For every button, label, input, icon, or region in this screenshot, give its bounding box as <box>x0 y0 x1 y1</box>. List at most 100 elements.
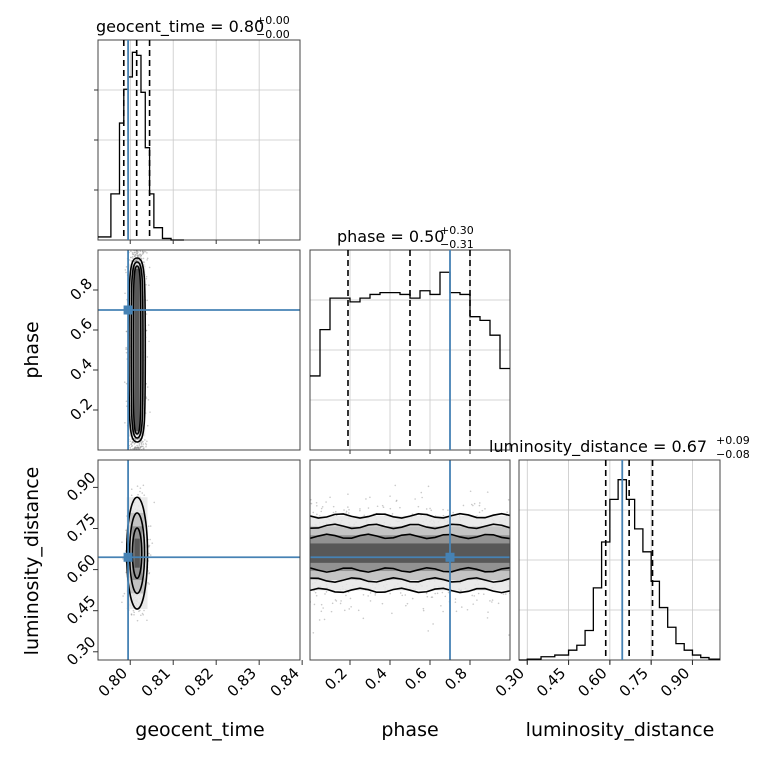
scatter-point <box>131 441 133 444</box>
scatter-point <box>129 446 131 449</box>
scatter-point <box>146 252 148 254</box>
scatter-point <box>133 260 136 263</box>
title-geocent-time-minus: −0.00 <box>256 28 290 41</box>
scatter-point <box>142 484 145 487</box>
scatter-point <box>140 443 143 445</box>
histogram-phase <box>310 271 510 377</box>
scatter-point <box>469 490 472 493</box>
title-luminosity-distance-minus: −0.08 <box>716 448 750 461</box>
scatter-point <box>124 292 126 295</box>
scatter-point <box>143 250 145 253</box>
scatter-point <box>427 630 430 632</box>
joint-panel-geocent-time-phase <box>97 249 301 451</box>
scatter-point <box>141 612 144 615</box>
scatter-point <box>125 346 127 349</box>
scatter-point <box>329 496 331 499</box>
scatter-point <box>133 611 135 614</box>
scatter-point <box>315 501 318 504</box>
scatter-point <box>334 510 337 513</box>
scatter-point <box>478 504 481 507</box>
scatter-point <box>139 253 142 256</box>
scatter-point <box>473 595 476 597</box>
ylabel-luminosity-distance: luminosity_distance <box>21 467 43 656</box>
contour-0 <box>310 512 510 594</box>
title-phase: phase = 0.50 <box>337 227 444 246</box>
scatter-point <box>134 446 137 448</box>
scatter-point <box>484 508 486 510</box>
scatter-point <box>395 499 398 502</box>
scatter-point <box>347 493 349 495</box>
scatter-point <box>350 605 352 608</box>
scatter-point <box>130 443 133 445</box>
scatter-point <box>389 507 392 510</box>
scatter-point <box>151 542 154 544</box>
scatter-point <box>139 487 142 489</box>
contour-1 <box>310 523 510 583</box>
scatter-point <box>132 447 134 450</box>
scatter-point <box>130 614 133 616</box>
scatter-point <box>138 253 141 256</box>
truth-marker <box>123 305 133 315</box>
scatter-point <box>406 602 409 605</box>
scatter-point <box>137 255 139 257</box>
scatter-point <box>142 445 144 448</box>
scatter-point <box>139 447 141 450</box>
scatter-point <box>131 440 134 443</box>
scatter-point <box>399 506 401 509</box>
scatter-point <box>135 448 138 450</box>
scatter-point <box>452 511 454 514</box>
scatter-point <box>478 511 481 514</box>
scatter-point <box>315 504 318 507</box>
scatter-point <box>441 591 444 594</box>
scatter-point <box>129 440 132 443</box>
scatter-point <box>369 592 372 594</box>
scatter-point <box>139 437 141 439</box>
scatter-point <box>141 253 144 255</box>
scatter-point <box>325 501 327 503</box>
scatter-point <box>130 488 133 490</box>
scatter-point <box>137 446 139 449</box>
scatter-point <box>362 594 365 596</box>
scatter-point <box>142 251 145 254</box>
scatter-point <box>134 254 137 256</box>
scatter-point <box>148 340 150 343</box>
scatter-point <box>507 499 510 501</box>
scatter-point <box>147 581 149 584</box>
scatter-point <box>486 617 489 619</box>
scatter-point <box>137 251 139 254</box>
scatter-point <box>133 255 136 257</box>
scatter-point <box>137 446 139 449</box>
scatter-point <box>430 596 433 598</box>
scatter-point <box>365 498 367 500</box>
scatter-point <box>394 484 397 487</box>
scatter-point <box>142 447 145 450</box>
scatter-point <box>146 440 148 443</box>
scatter-point <box>404 594 407 596</box>
scatter-point <box>422 607 425 610</box>
scatter-point <box>140 445 143 448</box>
scatter-point <box>422 609 425 612</box>
scatter-point <box>427 485 430 488</box>
scatter-point <box>130 494 133 497</box>
ylabel-phase: phase <box>21 321 43 378</box>
scatter-point <box>143 261 146 263</box>
scatter-point <box>140 442 143 444</box>
scatter-point <box>359 508 361 510</box>
scatter-point <box>131 253 134 255</box>
scatter-point <box>391 513 394 515</box>
scatter-point <box>136 485 139 487</box>
scatter-point <box>134 447 136 450</box>
scatter-point <box>312 511 315 514</box>
scatter-point <box>417 505 420 508</box>
scatter-point <box>135 259 138 262</box>
scatter-point <box>136 448 138 450</box>
scatter-point <box>320 603 323 606</box>
scatter-point <box>132 441 135 444</box>
title-luminosity-distance: luminosity_distance = 0.67 <box>489 437 707 457</box>
scatter-point <box>343 609 346 612</box>
density-layer-3 <box>134 538 140 568</box>
scatter-point <box>136 254 139 257</box>
scatter-point <box>142 440 144 443</box>
scatter-point <box>148 572 150 575</box>
